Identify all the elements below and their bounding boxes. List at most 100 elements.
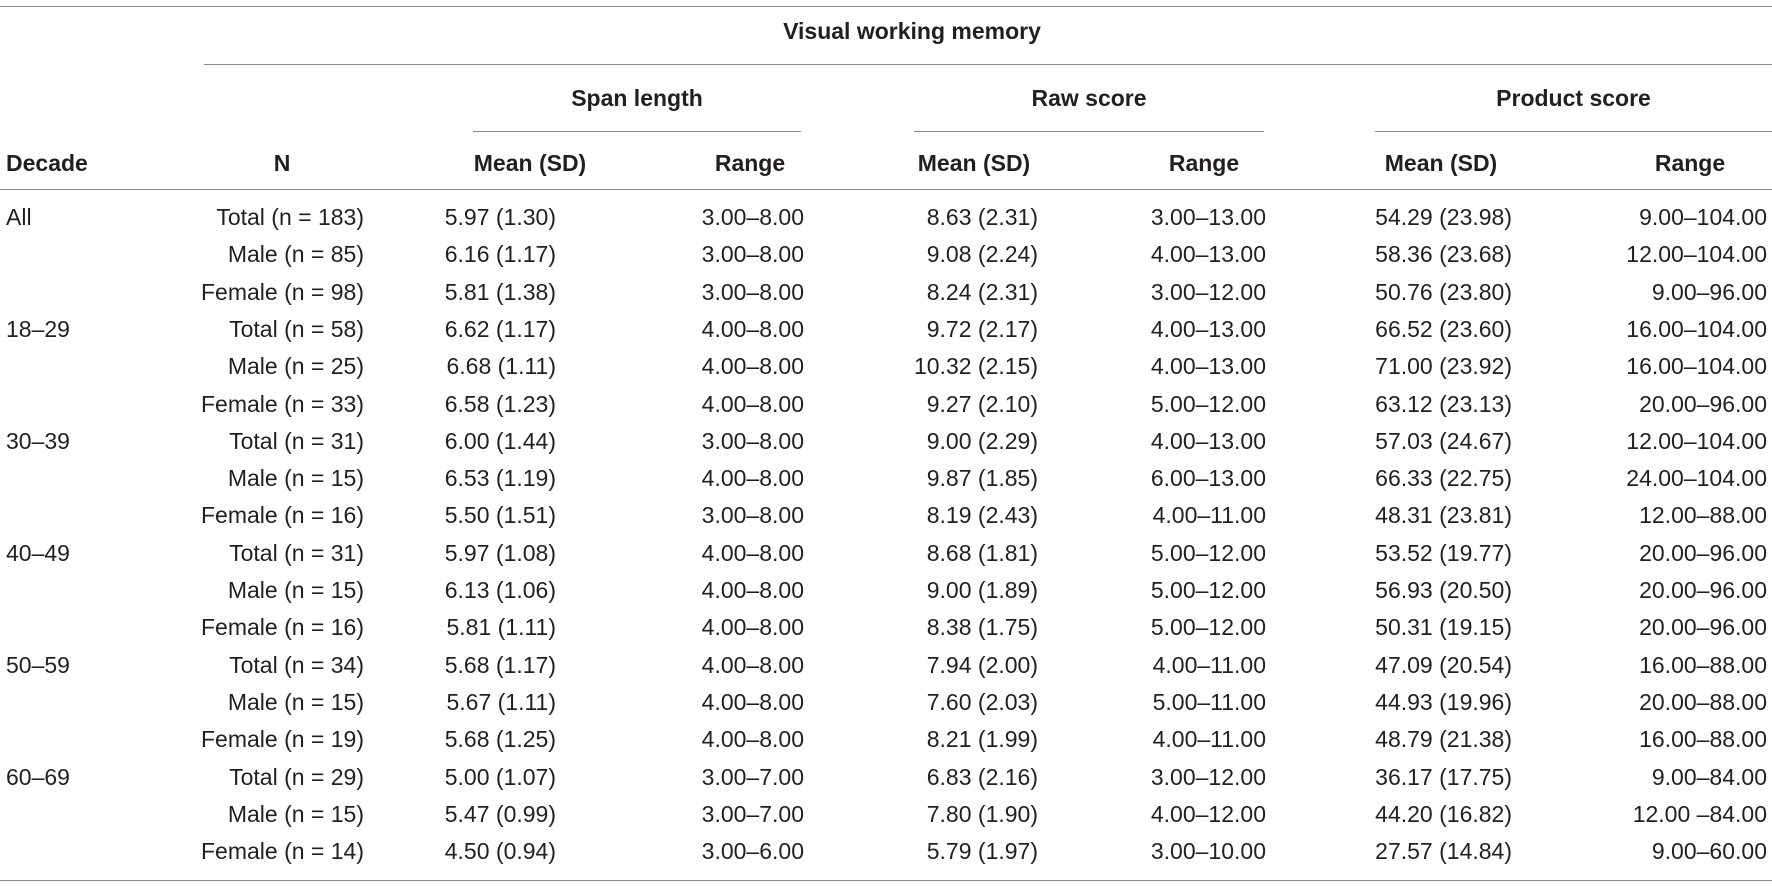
product-range-cell: 9.00–104.00 [1639,204,1767,230]
raw-mean-cell: 7.94 (2.00) [926,652,1038,678]
span-range-cell: 3.00–7.00 [701,801,804,827]
raw-range-cell: 4.00–11.00 [1152,726,1266,752]
raw-mean-cell: 9.87 (1.85) [926,465,1038,491]
n-cell: Female (n = 16) [201,614,364,640]
span-range-cell: 4.00–8.00 [701,540,804,566]
raw-mean-cell: 8.19 (2.43) [926,502,1038,528]
raw-range-cell: 3.00–12.00 [1150,764,1266,790]
raw-mean-cell: 6.83 (2.16) [926,764,1038,790]
decade-cell: 18–29 [6,316,70,342]
span-mean-cell: 5.68 (1.17) [444,652,556,678]
n-cell: Male (n = 15) [227,689,364,715]
decade-cell: 40–49 [6,540,70,566]
span-mean-cell: 5.97 (1.30) [444,204,556,230]
span-range-cell: 4.00–8.00 [701,577,804,603]
product-mean-cell: 56.93 (20.50) [1375,577,1512,603]
n-cell: Female (n = 14) [201,838,364,864]
span-mean-cell: 6.16 (1.17) [444,241,556,267]
decade-cell: 60–69 [6,764,70,790]
raw-mean-cell: 7.60 (2.03) [926,689,1038,715]
raw-mean-cell: 8.63 (2.31) [926,204,1038,230]
raw-range-cell: 4.00–12.00 [1150,801,1266,827]
raw-mean-cell: 8.68 (1.81) [926,540,1038,566]
span-range-cell: 4.00–8.00 [701,689,804,715]
raw-mean-cell: 9.08 (2.24) [926,241,1038,267]
n-cell: Total (n = 29) [229,764,364,790]
product-range-cell: 20.00–96.00 [1639,540,1767,566]
span-range-cell: 3.00–8.00 [701,428,804,454]
span-mean-cell: 5.81 (1.38) [444,279,556,305]
product-range-cell: 20.00–96.00 [1639,391,1767,417]
group-header: Visual working memory [783,18,1041,44]
span-mean-cell: 5.00 (1.07) [444,764,556,790]
product-range-cell: 12.00 –84.00 [1632,801,1767,827]
product-range-cell: 16.00–104.00 [1626,353,1767,379]
span-mean-cell: 4.50 (0.94) [444,838,556,864]
product-mean-cell: 47.09 (20.54) [1375,652,1512,678]
span-mean-cell: 6.58 (1.23) [444,391,556,417]
column-header-decade: Decade [6,150,88,176]
span-range-cell: 3.00–8.00 [701,279,804,305]
product-mean-cell: 50.76 (23.80) [1375,279,1512,305]
header-rule [0,189,1772,190]
column-header-raw-range: Range [1168,150,1240,176]
n-cell: Male (n = 15) [227,801,364,827]
n-cell: Female (n = 16) [201,502,364,528]
raw-range-cell: 5.00–12.00 [1150,614,1266,640]
raw-range-cell: 4.00–13.00 [1150,353,1266,379]
span-mean-cell: 5.47 (0.99) [444,801,556,827]
raw-mean-cell: 5.79 (1.97) [926,838,1038,864]
raw-mean-cell: 8.38 (1.75) [926,614,1038,640]
n-cell: Male (n = 85) [227,241,364,267]
product-range-cell: 20.00–96.00 [1639,614,1767,640]
product-mean-cell: 66.33 (22.75) [1375,465,1512,491]
product-range-cell: 20.00–88.00 [1639,689,1767,715]
product-mean-cell: 54.29 (23.98) [1375,204,1512,230]
span-range-cell: 3.00–8.00 [701,502,804,528]
span-mean-cell: 6.62 (1.17) [444,316,556,342]
product-range-cell: 12.00–104.00 [1626,241,1767,267]
n-cell: Male (n = 15) [227,577,364,603]
span-range-cell: 4.00–8.00 [701,465,804,491]
product-range-cell: 9.00–96.00 [1651,279,1767,305]
raw-range-cell: 5.00–12.00 [1150,391,1266,417]
column-header-product-mean: Mean (SD) [1384,150,1498,176]
product-mean-cell: 44.20 (16.82) [1375,801,1512,827]
raw-mean-cell: 9.00 (1.89) [926,577,1038,603]
raw-mean-cell: 10.32 (2.15) [913,353,1038,379]
column-header-n: N [273,150,291,176]
raw-mean-cell: 8.24 (2.31) [926,279,1038,305]
decade-cell: 30–39 [6,428,70,454]
raw-range-cell: 4.00–13.00 [1150,316,1266,342]
span-mean-cell: 5.50 (1.51) [444,502,556,528]
span-range-cell: 4.00–8.00 [701,353,804,379]
span-mean-cell: 5.81 (1.11) [446,614,556,640]
product-mean-cell: 50.31 (19.15) [1375,614,1512,640]
span-length-rule [473,131,801,132]
product-mean-cell: 58.36 (23.68) [1375,241,1512,267]
raw-mean-cell: 8.21 (1.99) [926,726,1038,752]
subgroup-header-span-length: Span length [571,85,703,111]
span-mean-cell: 5.67 (1.11) [446,689,556,715]
span-range-cell: 4.00–8.00 [701,652,804,678]
column-header-span-range: Range [714,150,786,176]
product-mean-cell: 53.52 (19.77) [1375,540,1512,566]
n-cell: Total (n = 31) [229,428,364,454]
n-cell: Male (n = 15) [227,465,364,491]
raw-range-cell: 4.00–11.00 [1152,502,1266,528]
product-range-cell: 12.00–88.00 [1639,502,1767,528]
raw-range-cell: 3.00–12.00 [1150,279,1266,305]
product-range-cell: 12.00–104.00 [1626,428,1767,454]
subgroup-header-product-score: Product score [1496,85,1651,111]
n-cell: Total (n = 58) [229,316,364,342]
product-mean-cell: 48.79 (21.38) [1375,726,1512,752]
raw-mean-cell: 9.72 (2.17) [926,316,1038,342]
bottom-rule [0,880,1772,881]
raw-score-rule [914,131,1264,132]
column-header-span-mean: Mean (SD) [473,150,587,176]
raw-range-cell: 5.00–11.00 [1152,689,1266,715]
product-mean-cell: 71.00 (23.92) [1375,353,1512,379]
top-rule [0,6,1772,7]
decade-cell: 50–59 [6,652,70,678]
product-mean-cell: 36.17 (17.75) [1375,764,1512,790]
